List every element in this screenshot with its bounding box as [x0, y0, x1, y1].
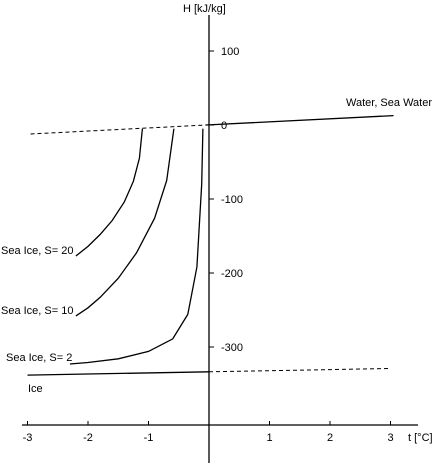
x-tick-label: 1: [266, 432, 272, 444]
annotation-sea-ice-s2: Sea Ice, S= 2: [6, 352, 72, 364]
x-tick-label: -1: [144, 432, 154, 444]
ticks: -3 -2 -1 1 2 3 100 0 -100 -200 -300: [23, 46, 394, 444]
annotation-ice: Ice: [28, 383, 43, 395]
series-line-ice: [27, 371, 210, 376]
y-tick-label: -100: [221, 194, 243, 206]
annotation-sea-ice-s10: Sea Ice, S= 10: [1, 305, 73, 317]
annotations: Water, Sea Water Sea Ice, S= 20 Sea Ice,…: [1, 97, 432, 395]
series-line-sea-ice-s-10: [75, 128, 175, 317]
x-tick-label: 3: [387, 432, 393, 444]
y-tick-label: 100: [221, 46, 239, 58]
y-tick-label: -200: [221, 268, 243, 280]
annotation-water-sea-water: Water, Sea Water: [346, 97, 432, 109]
y-axis-title: H [kJ/kg]: [183, 3, 226, 15]
series-line-water-sea-water: [205, 114, 394, 126]
series-line-dashed-extension-6: [208, 368, 391, 373]
axes: [22, 15, 418, 463]
series-line-dashed-extension-1: [30, 124, 207, 135]
x-tick-label: -3: [23, 432, 33, 444]
x-tick-label: -2: [83, 432, 93, 444]
series-line-sea-ice-s-2: [69, 128, 204, 365]
series-layer: [27, 114, 394, 376]
axis-titles: H [kJ/kg] t [°C]: [183, 3, 433, 444]
series-line-sea-ice-s-20: [75, 128, 144, 257]
y-tick-label: 0: [221, 120, 227, 132]
annotation-sea-ice-s20: Sea Ice, S= 20: [1, 245, 73, 257]
x-tick-label: 2: [327, 432, 333, 444]
y-tick-label: -300: [221, 342, 243, 354]
x-axis-title: t [°C]: [408, 432, 433, 444]
